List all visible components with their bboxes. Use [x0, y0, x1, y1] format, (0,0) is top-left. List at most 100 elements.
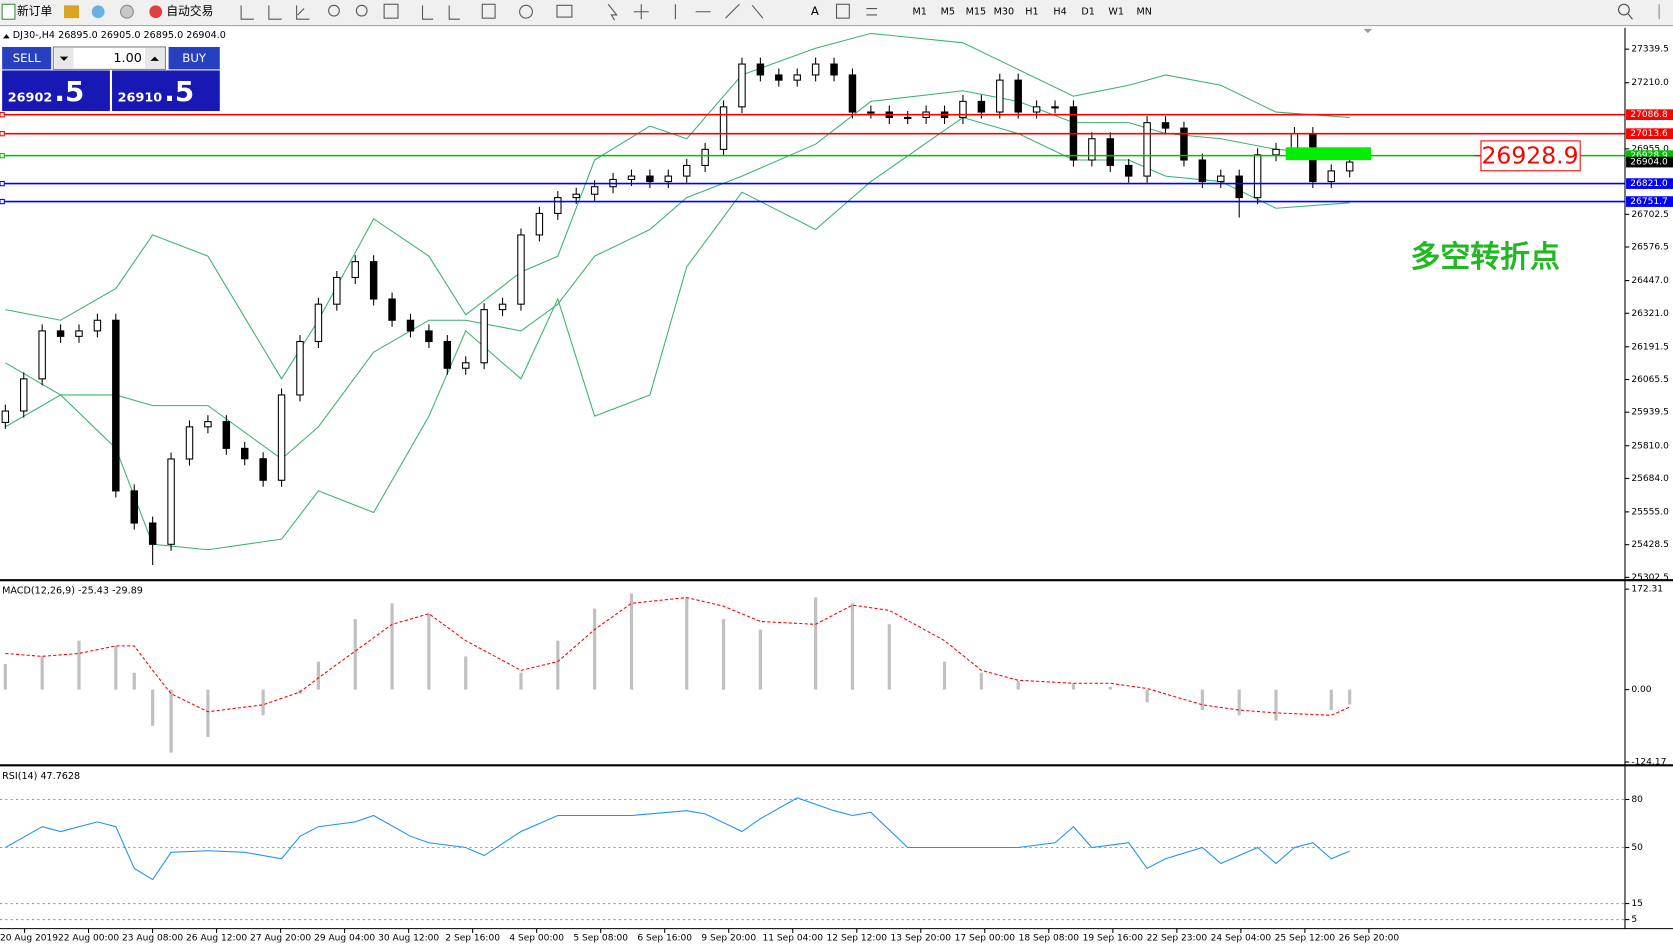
annotation-note: 多空转折点	[1411, 240, 1560, 275]
rsi-label: RSI(14) 47.7628	[2, 771, 80, 782]
time-label: 30 Aug 12:00	[378, 934, 439, 944]
timeframe-button[interactable]: D1	[1081, 7, 1094, 18]
candle-body	[811, 63, 820, 76]
y-tick-label: 50	[1631, 843, 1643, 853]
auto-trading-button[interactable]: 自动交易	[166, 4, 213, 18]
chart-tools[interactable]	[240, 3, 764, 21]
auto-trading-icon[interactable]	[149, 5, 163, 19]
zoom-in-icon[interactable]	[328, 4, 340, 17]
buy-price-box[interactable]	[112, 70, 220, 112]
level-price-bg	[1626, 178, 1673, 189]
candle-body	[848, 74, 857, 113]
y-tick-label: 25428.5	[1631, 540, 1668, 550]
level-anchor	[0, 152, 5, 159]
candle-body	[572, 193, 580, 199]
candle-body	[830, 63, 838, 76]
indicators-icon[interactable]	[481, 3, 496, 19]
y-tick-label: 25302.5	[1631, 573, 1668, 583]
timeframe-button[interactable]: M30	[994, 7, 1014, 18]
candle-body	[425, 330, 433, 343]
chart-type-icons[interactable]	[240, 5, 310, 20]
time-label: 6 Sep 16:00	[637, 934, 692, 944]
candle-body	[56, 330, 65, 337]
time-label: 2 Sep 16:00	[445, 934, 500, 944]
candle-body	[1088, 138, 1096, 161]
macd-label: MACD(12,26,9) -25.43 -29.89	[2, 585, 143, 596]
y-tick-label: 27210.0	[1631, 78, 1669, 88]
candle-body	[1290, 133, 1299, 150]
sell-price-main: 26902	[8, 91, 53, 106]
level-price-label: 27086.8	[1630, 110, 1668, 120]
candle-body	[185, 426, 194, 460]
candle-body	[1327, 170, 1336, 183]
level-anchor	[0, 180, 5, 187]
candle-body	[443, 340, 452, 369]
time-label: 13 Sep 20:00	[891, 934, 952, 944]
candle-body	[996, 79, 1004, 113]
candle-body	[241, 447, 249, 460]
lot-field[interactable]	[52, 46, 166, 70]
timeframe-button[interactable]: M5	[941, 7, 955, 18]
y-tick-label: 26065.5	[1631, 375, 1668, 385]
drawing-tools[interactable]	[607, 3, 764, 21]
candle-body	[406, 319, 415, 332]
text-tool[interactable]: A	[811, 4, 819, 18]
tile-icon[interactable]	[383, 3, 399, 19]
timeframe-button[interactable]: M15	[966, 7, 986, 18]
timeframe-button[interactable]: W1	[1108, 7, 1124, 18]
lot-value[interactable]: 1.00	[113, 51, 141, 66]
bollinger-lower	[5, 116, 1350, 551]
lot-down-arrow	[59, 56, 69, 61]
time-label: 22 Sep 23:00	[1147, 934, 1208, 944]
periods-icon[interactable]	[519, 4, 533, 19]
level-price-label: 26751.7	[1630, 197, 1667, 207]
candle-body	[682, 164, 691, 177]
candle-body	[112, 319, 120, 492]
timeframe-button[interactable]: M1	[913, 7, 927, 18]
time-label: 17 Sep 00:00	[955, 934, 1016, 944]
candle-body	[590, 186, 599, 195]
new-order-icon[interactable]	[1, 3, 16, 20]
search-icon[interactable]	[1618, 3, 1630, 16]
arrows-tool[interactable]	[866, 8, 878, 16]
candle-body	[1345, 161, 1354, 172]
scroll-icons[interactable]	[421, 5, 460, 20]
annotation-box[interactable]	[1480, 140, 1581, 172]
plot: 20 Aug 2019 22 Aug 00:00 23 Aug 08:00 26 Au…	[0, 32, 1673, 944]
candle-body	[1217, 175, 1225, 183]
buy-price-main: 26910	[118, 91, 163, 106]
candle-body	[1, 410, 10, 423]
globe-icon[interactable]	[91, 5, 105, 19]
time-label: 26 Sep 20:00	[1339, 934, 1400, 944]
sell-price-box[interactable]	[2, 70, 110, 112]
zoom-out-icon[interactable]	[355, 4, 368, 17]
candle-body	[1235, 175, 1243, 199]
y-tick-label: 0.00	[1631, 685, 1651, 695]
signal-icon[interactable]	[120, 4, 134, 19]
templates-icon[interactable]	[556, 4, 573, 18]
timeframe-button[interactable]: H1	[1025, 7, 1038, 18]
label-tool[interactable]	[835, 3, 850, 19]
timeframe-button[interactable]: H4	[1053, 7, 1066, 18]
y-tick-label: 26321.0	[1631, 309, 1669, 319]
search-icon-handle	[1627, 13, 1633, 20]
candle-body	[38, 330, 46, 380]
candle-body	[554, 197, 562, 214]
macd-signal	[5, 596, 1350, 716]
time-label: 20 Aug 2019	[0, 934, 58, 944]
chart-window	[0, 27, 1673, 950]
bollinger-middle	[5, 90, 1350, 460]
history-icon[interactable]	[64, 5, 79, 19]
buy-button[interactable]	[168, 46, 220, 70]
y-tick-label: 26955.0	[1631, 144, 1669, 154]
candle-body	[333, 276, 341, 305]
candle-body	[1032, 106, 1041, 113]
drawn-rectangle[interactable]	[1285, 147, 1372, 161]
sell-button[interactable]	[2, 46, 52, 70]
new-order-button[interactable]: 新订单	[17, 4, 52, 18]
timeframe-button[interactable]: MN	[1136, 7, 1151, 18]
y-tick-label: -124.17	[1631, 758, 1666, 768]
y-tick-label: 25555.0	[1631, 507, 1669, 517]
candle-body	[148, 522, 157, 545]
